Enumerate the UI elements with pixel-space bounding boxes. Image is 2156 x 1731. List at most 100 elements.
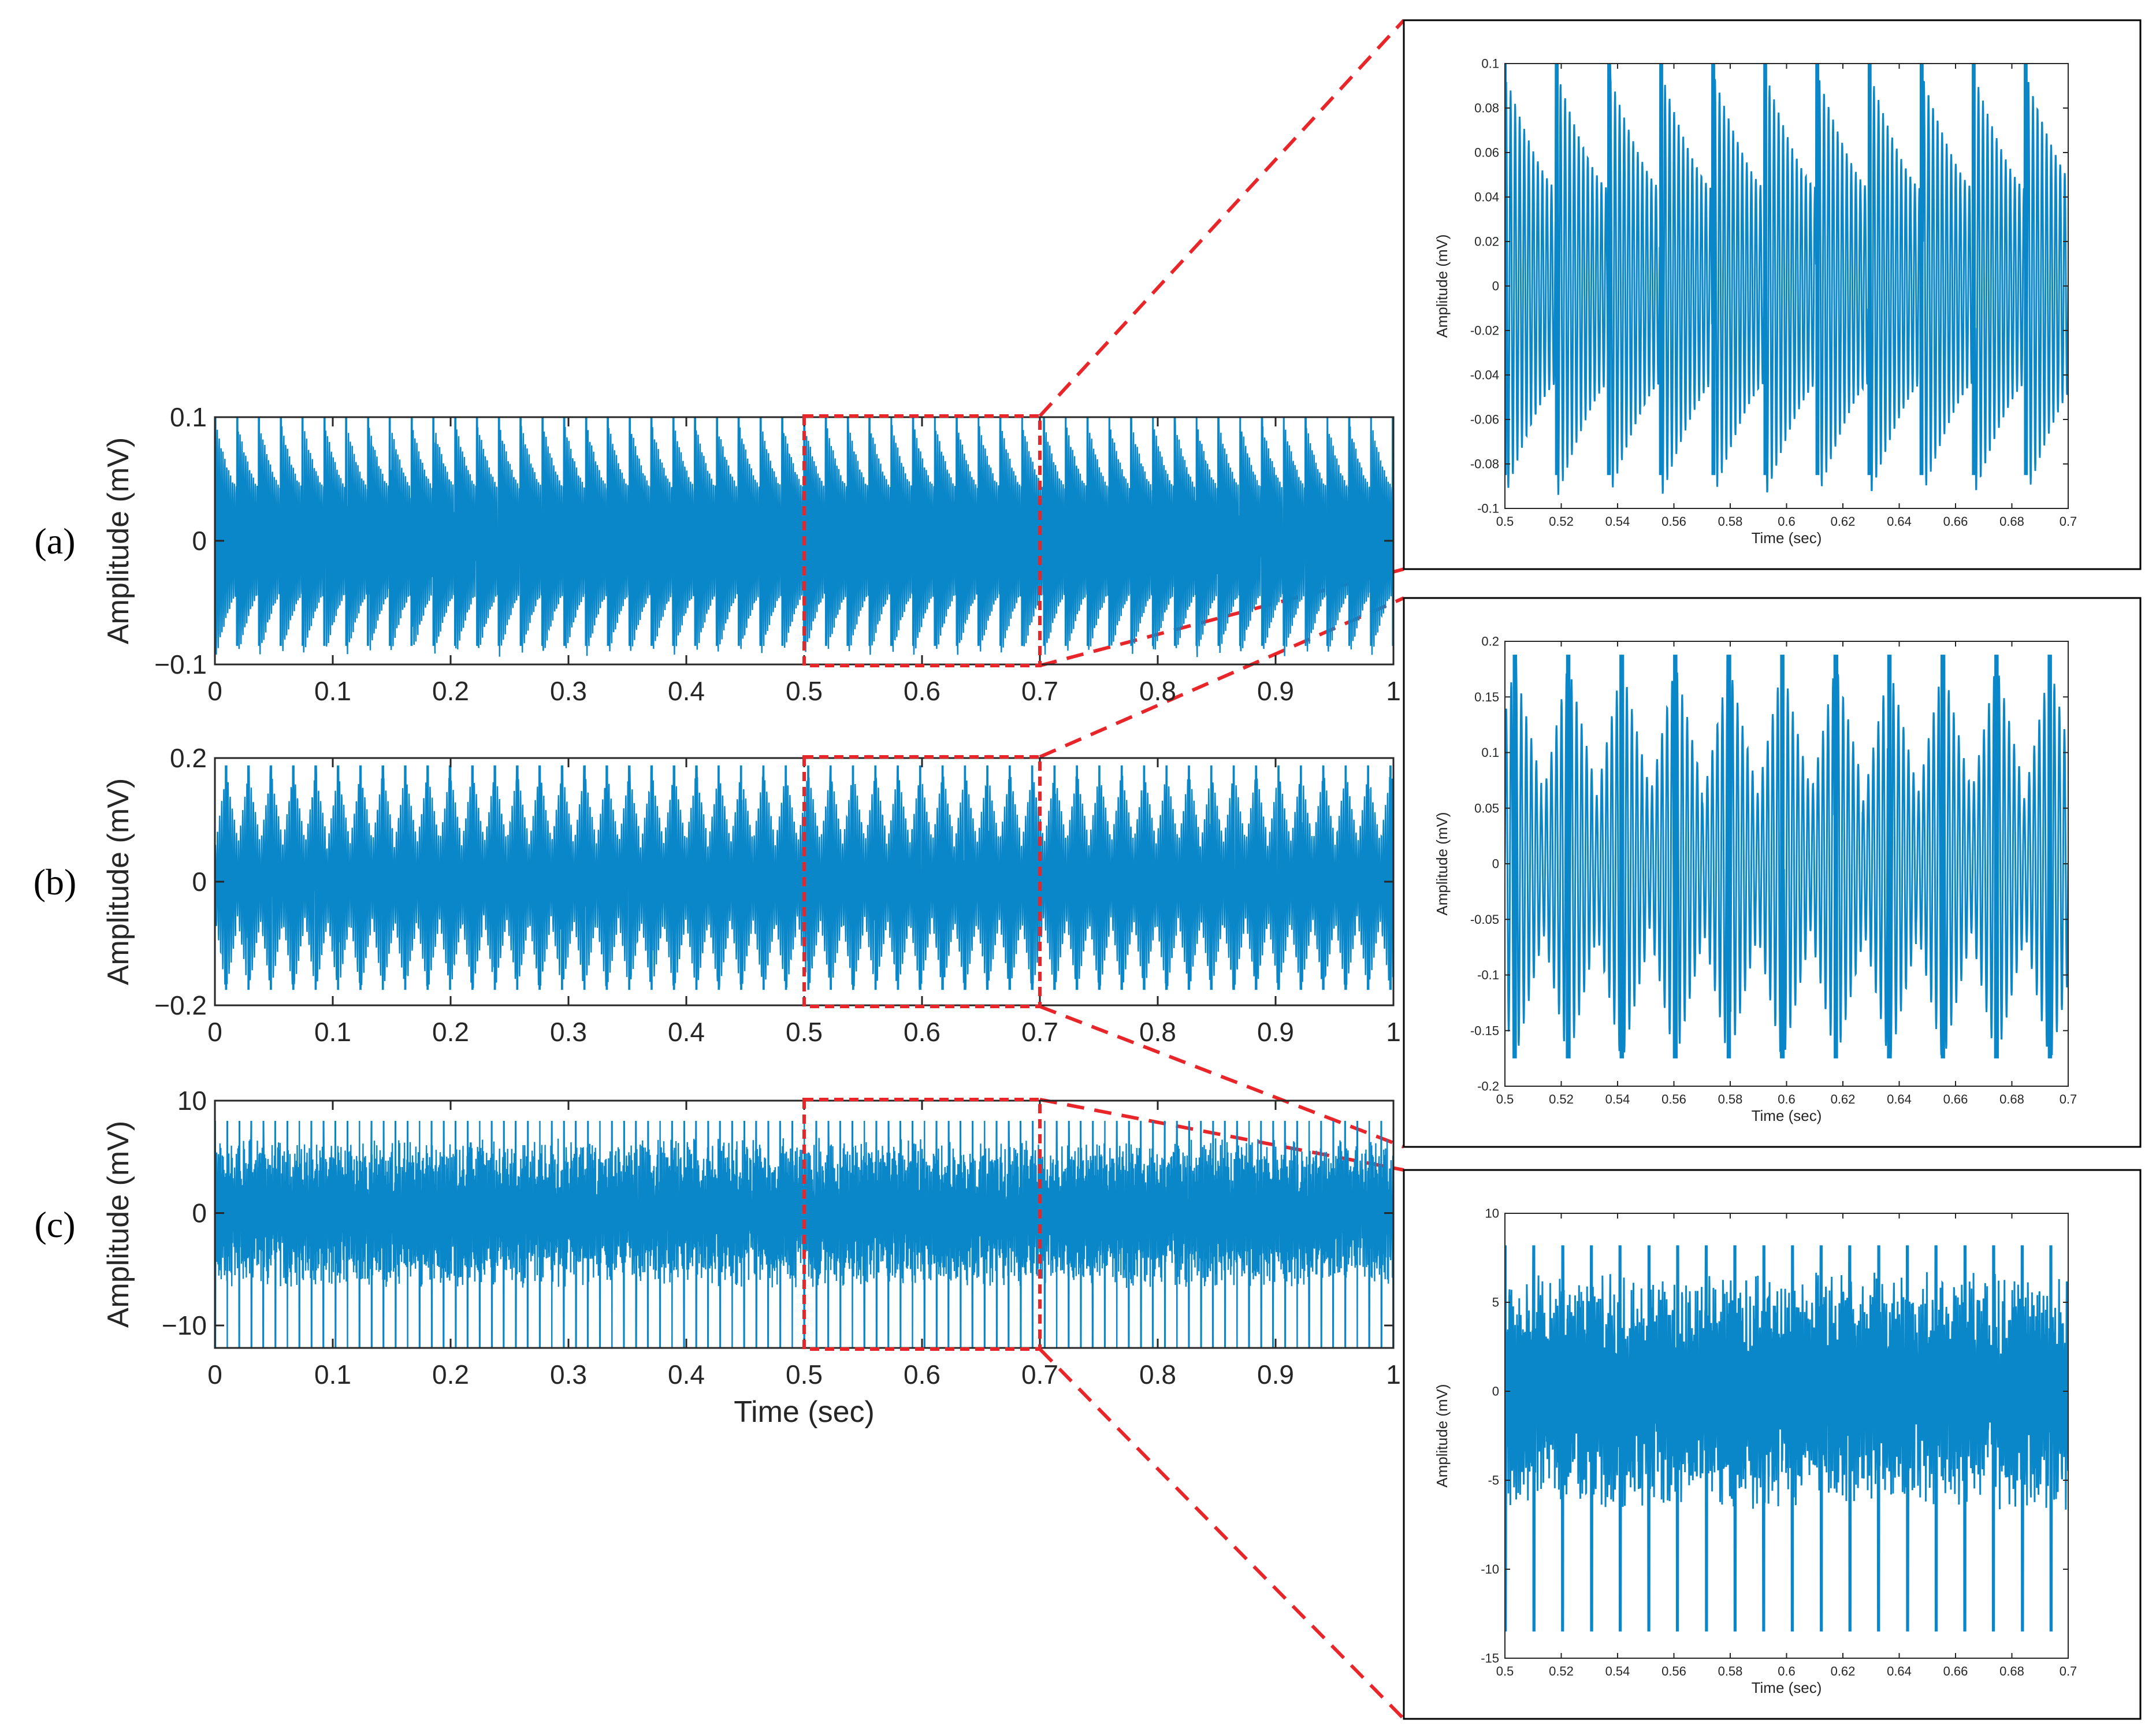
x-tick-label: 0.64 [1887, 1092, 1912, 1106]
x-tick-label: 0.52 [1549, 1092, 1574, 1106]
zoom-connector-bottom [1038, 1347, 1406, 1721]
y-axis-label: Amplitude (mV) [102, 778, 135, 985]
panel-label-a: (a) [34, 521, 75, 562]
x-tick-label: 0.66 [1943, 1092, 1968, 1106]
x-tick-label: 0.3 [550, 1017, 587, 1047]
x-tick-label: 0.4 [668, 1359, 705, 1390]
x-tick-label: 0.6 [904, 676, 941, 706]
zoom-connector-bottom [1039, 1005, 1405, 1149]
x-tick-label: 0.52 [1549, 1664, 1574, 1678]
x-tick-label: 1 [1386, 1017, 1401, 1047]
y-tick-label: -15 [1481, 1651, 1499, 1666]
y-tick-label: -5 [1488, 1473, 1499, 1488]
x-tick-label: 0.5 [786, 676, 823, 706]
x-tick-label: 0.54 [1605, 514, 1630, 529]
y-tick-label: 0.1 [1481, 57, 1499, 71]
x-tick-label: 0.68 [1999, 1664, 2024, 1678]
x-tick-label: 0.8 [1139, 676, 1176, 706]
x-tick-label: 0.6 [1778, 1664, 1796, 1678]
signal-trace [1505, 655, 2068, 1058]
x-tick-label: 0.6 [1778, 1092, 1796, 1106]
x-axis-label: Time (sec) [1752, 1107, 1822, 1124]
x-tick-label: 0.7 [1021, 1017, 1058, 1047]
x-tick-label: 0 [207, 1017, 222, 1047]
chart-b-zoom: 0.5 0.52 0.54 0.56 0.58 0.6 0.62 0.64 0.66 0.68 0.… [1433, 634, 2077, 1124]
x-tick-label: 0.66 [1943, 514, 1968, 529]
x-tick-label: 0.7 [1021, 676, 1058, 706]
signal-trace [1505, 64, 2068, 495]
x-tick-label: 0.5 [1496, 1092, 1514, 1106]
x-tick-label: 0.68 [1999, 1092, 2024, 1106]
x-axis-label: Time (sec) [1752, 1679, 1822, 1696]
x-tick-label: 0.56 [1661, 514, 1686, 529]
y-tick-label: 0 [192, 867, 207, 897]
y-tick-label: -0.15 [1470, 1023, 1499, 1038]
x-tick-label: 0.58 [1718, 1092, 1743, 1106]
x-tick-label: 0.7 [2060, 514, 2077, 529]
y-tick-label: 0 [1492, 279, 1499, 294]
y-tick-label: 0.2 [1481, 634, 1499, 649]
signal-trace [215, 417, 1393, 658]
zoom-connector-top [1039, 1098, 1404, 1172]
x-tick-label: 0.7 [1021, 1359, 1058, 1390]
x-tick-label: 0.54 [1605, 1664, 1630, 1678]
y-tick-label: -0.1 [1477, 968, 1499, 982]
signal-trace [1505, 1245, 2068, 1632]
x-tick-label: 0.5 [1496, 1664, 1514, 1678]
x-tick-label: 0.58 [1718, 1664, 1743, 1678]
x-tick-label: 0.56 [1661, 1664, 1686, 1678]
y-tick-label: -0.04 [1470, 368, 1499, 382]
x-tick-label: 1 [1386, 1359, 1401, 1390]
y-tick-label: 0 [1492, 857, 1499, 871]
zoom-window-box [802, 414, 1042, 667]
x-tick-label: 0.5 [1496, 514, 1514, 529]
x-tick-label: 0.8 [1139, 1359, 1176, 1390]
y-axis-label: Amplitude (mV) [1433, 812, 1451, 915]
zoom-window-box [802, 755, 1042, 1008]
x-tick-label: 0.3 [550, 676, 587, 706]
x-tick-label: 0.5 [786, 1017, 823, 1047]
zoom-panels: 0.5 0.52 0.54 0.56 0.58 0.6 0.62 0.64 0.66 0.68 0.… [1403, 19, 2142, 1720]
y-tick-label: 10 [1485, 1206, 1499, 1221]
chart-c-zoom: 0.5 0.52 0.54 0.56 0.58 0.6 0.62 0.64 0.66 0.68 0.… [1433, 1206, 2077, 1696]
x-tick-label: 0.9 [1257, 1017, 1294, 1047]
x-tick-label: 0.6 [904, 1359, 941, 1390]
y-axis-label: Amplitude (mV) [102, 1121, 135, 1328]
x-tick-label: 0 [207, 1359, 222, 1390]
y-axis-label: Amplitude (mV) [1433, 234, 1451, 337]
y-tick-label: 0.08 [1474, 101, 1499, 116]
y-tick-label: −10 [162, 1310, 207, 1340]
x-tick-label: 0.3 [550, 1359, 587, 1390]
x-tick-label: 0.6 [904, 1017, 941, 1047]
y-tick-label: 10 [177, 1086, 207, 1116]
x-tick-label: 0.64 [1887, 1664, 1912, 1678]
x-tick-label: 0.62 [1831, 1092, 1856, 1106]
y-tick-label: 0.05 [1474, 801, 1499, 815]
y-tick-label: -0.08 [1470, 457, 1499, 471]
x-tick-label: 0.7 [2060, 1092, 2077, 1106]
y-tick-label: -0.06 [1470, 413, 1499, 427]
x-tick-label: 0.4 [668, 676, 705, 706]
chart-b: 0 0.1 0.2 0.3 0.4 0.5 0.6 0.7 0.8 0.9 1−0.200.2Amp… [102, 743, 1401, 1047]
y-tick-label: -0.05 [1470, 912, 1499, 927]
y-axis-label: Amplitude (mV) [1433, 1384, 1451, 1487]
main-panels: 0 0.1 0.2 0.3 0.4 0.5 0.6 0.7 0.8 0.9 1−0.100.1Amp… [34, 402, 1401, 1429]
x-tick-label: 0.68 [1999, 514, 2024, 529]
chart-a: 0 0.1 0.2 0.3 0.4 0.5 0.6 0.7 0.8 0.9 1−0.100.1Amp… [102, 402, 1401, 706]
x-tick-label: 0.56 [1661, 1092, 1686, 1106]
y-axis-label: Amplitude (mV) [102, 437, 135, 644]
chart-c: 0 0.1 0.2 0.3 0.4 0.5 0.6 0.7 0.8 0.9 1−10010Ampli… [102, 1086, 1401, 1429]
x-tick-label: 0.58 [1718, 514, 1743, 529]
x-tick-label: 0.9 [1257, 676, 1294, 706]
zoom-connector-top [1039, 596, 1405, 759]
y-tick-label: -0.1 [1477, 502, 1499, 516]
x-tick-label: 0.2 [432, 676, 469, 706]
zoom-window-box [802, 1098, 1042, 1351]
zoom-connector-top [1038, 18, 1406, 418]
x-tick-label: 0.7 [2060, 1664, 2077, 1678]
y-tick-label: −0.2 [154, 990, 207, 1020]
y-tick-label: 0 [192, 526, 207, 556]
y-tick-label: 0.1 [170, 402, 207, 432]
x-tick-label: 0.1 [314, 1359, 351, 1390]
